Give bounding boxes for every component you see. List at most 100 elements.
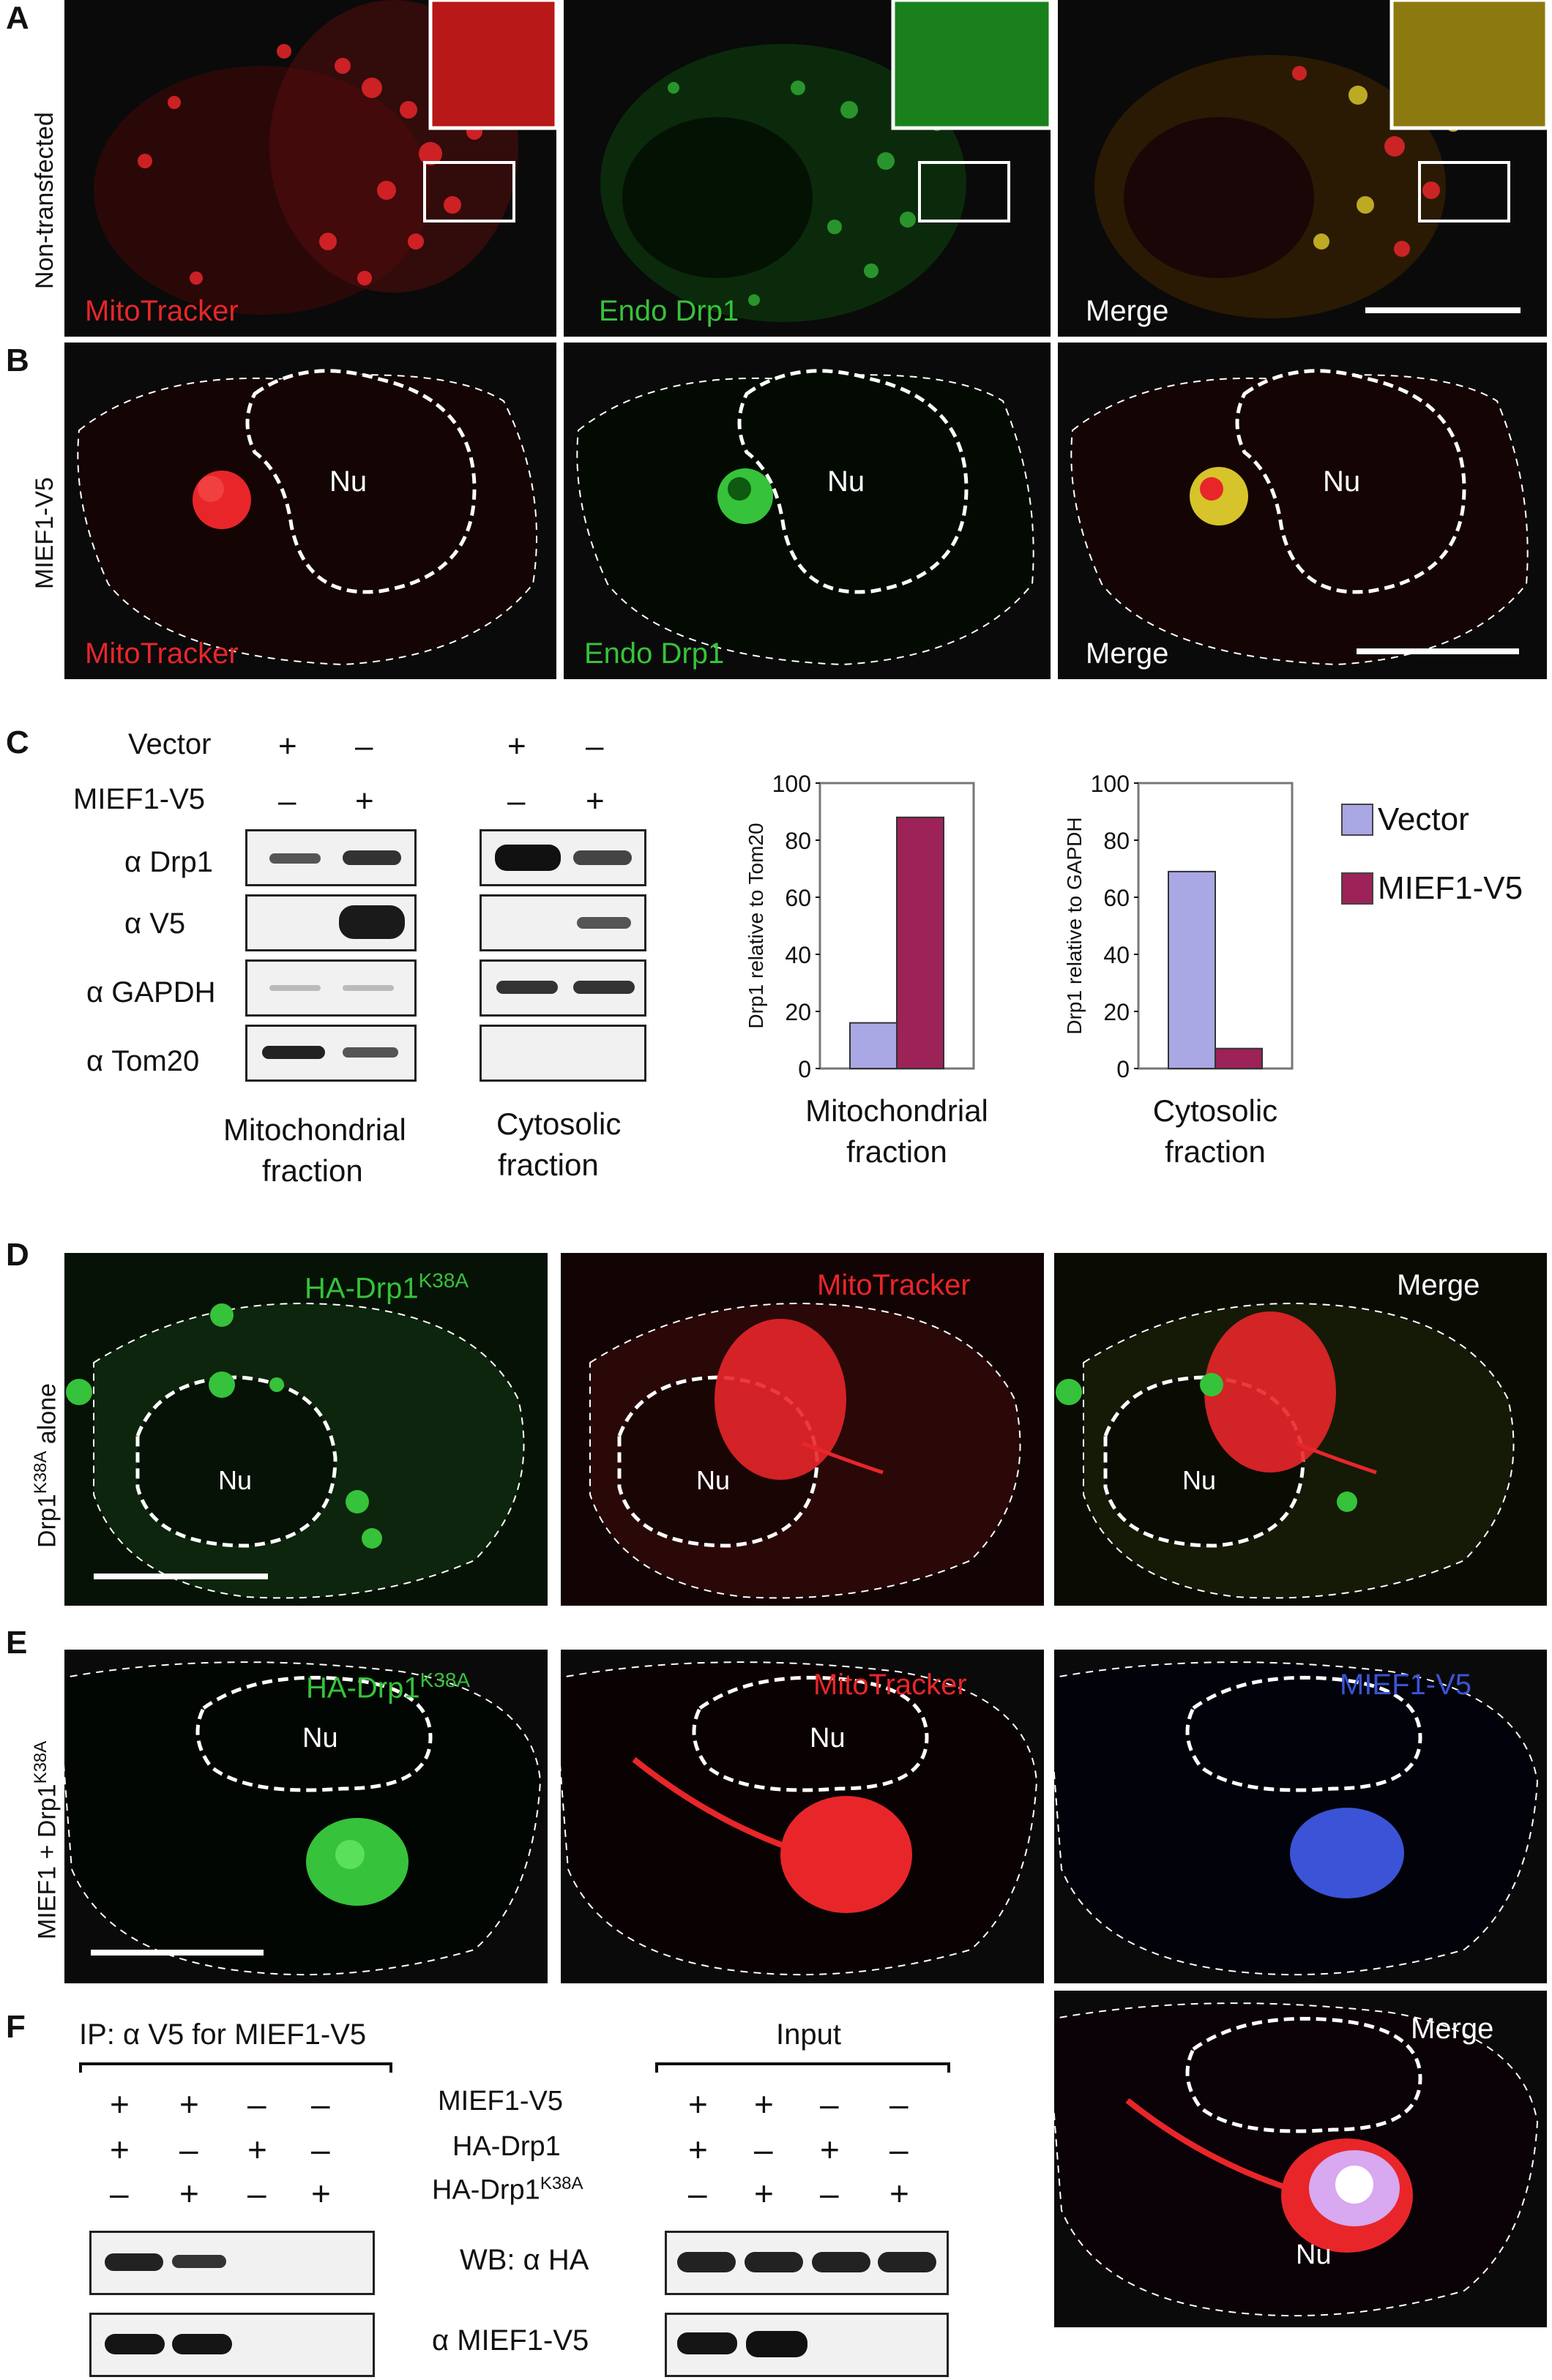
- chart-mitochondrial: 0 20 40 60 80 100 Drp1 relative to Tom20 Mitoch…: [745, 771, 988, 1169]
- label-mitotracker-a: MitoTracker: [85, 295, 239, 327]
- f-wb-mief1-label: α MIEF1-V5: [432, 2324, 589, 2357]
- scale-bar-e: [91, 1950, 264, 1956]
- y-tick-label-40: 40: [785, 942, 811, 968]
- label-endo-drp1-b: Endo Drp1: [584, 637, 725, 670]
- bar-mief1-v5: [1215, 1047, 1263, 1070]
- micrograph-a-endo-drp1: Endo Drp1: [564, 0, 1051, 337]
- panel-label-e: E: [6, 1625, 28, 1661]
- f-in-sign-r3c4: +: [889, 2174, 909, 2212]
- f-ip-sign-r1c2: +: [179, 2085, 199, 2123]
- micrograph-e-mief1-v5: MIEF1-V5: [1054, 1650, 1547, 1983]
- blot-cyto-v5: [480, 894, 646, 951]
- c-sign-v2: –: [355, 728, 373, 764]
- blot-cyto-drp1: [480, 829, 646, 886]
- label-mief1-v5-e: MIEF1-V5: [1340, 1669, 1472, 1701]
- c-row-drp1: α Drp1: [124, 846, 213, 878]
- y-tick-label-0: 0: [798, 1056, 811, 1082]
- blot-f-ip-ha: [89, 2231, 375, 2295]
- row-label-drp1-k38a-alone: Drp1K38A alone: [31, 1382, 61, 1548]
- panel-label-f: F: [6, 2009, 26, 2045]
- y-tick-label-80: 80: [785, 828, 811, 854]
- y-tick-label-20: 20: [785, 999, 811, 1025]
- micrograph-b-endo-drp1: Nu Endo Drp1: [564, 343, 1051, 679]
- blot-mito-drp1: [245, 829, 417, 886]
- nucleus-label-d2: Nu: [696, 1465, 731, 1495]
- f-in-sign-r2c4: –: [889, 2130, 909, 2168]
- nucleus-label-e1: Nu: [302, 1723, 338, 1754]
- f-row-mief1: MIEF1-V5: [438, 2086, 564, 2117]
- f-ip-sign-r2c1: +: [110, 2130, 130, 2168]
- f-ip-sign-r1c4: –: [311, 2085, 330, 2123]
- panel-label-a: A: [6, 0, 29, 36]
- nucleus-label-b1: Nu: [329, 465, 368, 498]
- f-in-sign-r2c2: –: [754, 2130, 773, 2168]
- f-wb-ha-label: WB: α HA: [460, 2244, 589, 2276]
- y-tick-label-0: 0: [1116, 1056, 1130, 1082]
- blot-mito-v5: [245, 894, 417, 951]
- scale-bar-d: [94, 1573, 268, 1579]
- micrograph-d-ha-drp1: HA-Drp1K38A Nu: [64, 1253, 548, 1606]
- row-label-mief1-v5: MIEF1-V5: [31, 476, 59, 589]
- c-sign-m3: –: [507, 783, 526, 819]
- label-mitotracker-b: MitoTracker: [85, 637, 239, 670]
- nucleus-label-b3: Nu: [1323, 465, 1361, 498]
- micrograph-e-ha-drp1: HA-Drp1K38A Nu: [64, 1650, 548, 1983]
- panel-label-b: B: [6, 343, 29, 378]
- scale-bar-b: [1357, 648, 1519, 654]
- micrograph-a-merge: Merge: [1058, 0, 1547, 337]
- legend-vector-label: Vector: [1378, 801, 1469, 837]
- c-vector-label: Vector: [128, 728, 212, 760]
- f-in-sign-r1c3: –: [820, 2085, 839, 2123]
- c-sign-v3: +: [507, 728, 526, 764]
- micrograph-e-mitotracker: MitoTracker Nu: [561, 1650, 1044, 1983]
- x-axis-label-line2: fraction: [846, 1134, 947, 1169]
- x-axis-label-line2: fraction: [1165, 1134, 1266, 1169]
- c-sign-m4: +: [586, 783, 605, 819]
- c-mito-fraction-line1: Mitochondrial: [223, 1112, 406, 1147]
- blot-cyto-tom20: [480, 1025, 646, 1082]
- legend-vector-swatch: [1341, 804, 1373, 836]
- panel-label-d: D: [6, 1237, 29, 1273]
- nucleus-label-d3: Nu: [1182, 1465, 1217, 1495]
- nucleus-label-e3: Nu: [1296, 2239, 1332, 2270]
- label-merge-b: Merge: [1086, 637, 1169, 670]
- x-axis-label-line1: Mitochondrial: [805, 1093, 988, 1128]
- c-cyto-fraction-line1: Cytosolic: [496, 1107, 622, 1141]
- y-axis-label: Drp1 relative to GAPDH: [1063, 817, 1086, 1034]
- f-in-sign-r1c1: +: [688, 2085, 708, 2123]
- blot-f-input-ha: [665, 2231, 949, 2295]
- label-ha-drp1-d: HA-Drp1K38A: [305, 1269, 469, 1305]
- x-axis-label-line1: Cytosolic: [1153, 1093, 1277, 1128]
- f-row-ha-drp1: HA-Drp1: [452, 2131, 561, 2162]
- micrograph-b-mitotracker: Nu MitoTracker: [64, 343, 556, 679]
- scale-bar-a: [1365, 307, 1521, 313]
- f-ip-sign-r3c4: +: [311, 2174, 331, 2212]
- nucleus-label-d1: Nu: [218, 1465, 253, 1495]
- label-endo-drp1-a: Endo Drp1: [599, 295, 739, 327]
- micrograph-a-mitotracker: MitoTracker: [64, 0, 556, 337]
- y-axis-label: Drp1 relative to Tom20: [745, 823, 767, 1028]
- f-input-label: Input: [776, 2018, 841, 2051]
- label-merge-e: Merge: [1411, 2013, 1494, 2045]
- c-row-v5: α V5: [124, 908, 186, 940]
- f-row-ha-drp1-k38a: HA-Drp1K38A: [432, 2174, 583, 2206]
- label-merge-a: Merge: [1086, 295, 1169, 327]
- blot-f-ip-mief1: [89, 2313, 375, 2377]
- f-ip-sign-r3c1: –: [110, 2174, 129, 2212]
- bar-vector: [1168, 870, 1216, 1069]
- c-mito-fraction-line2: fraction: [262, 1153, 363, 1188]
- f-in-sign-r3c3: –: [820, 2174, 839, 2212]
- f-in-sign-r3c2: +: [754, 2174, 774, 2212]
- micrograph-e-merge: Merge Nu: [1054, 1991, 1547, 2327]
- y-tick-label-100: 100: [772, 771, 811, 797]
- f-in-sign-r1c2: +: [754, 2085, 774, 2123]
- f-ip-sign-r2c2: –: [179, 2130, 198, 2168]
- row-label-non-transfected: Non-transfected: [31, 112, 59, 289]
- f-ip-sign-r2c4: –: [311, 2130, 330, 2168]
- c-row-gapdh: α GAPDH: [86, 976, 216, 1008]
- label-merge-d: Merge: [1397, 1269, 1480, 1301]
- label-ha-drp1-e: HA-Drp1K38A: [306, 1669, 471, 1704]
- y-tick-label-80: 80: [1103, 828, 1130, 854]
- f-in-sign-r3c1: –: [688, 2174, 707, 2212]
